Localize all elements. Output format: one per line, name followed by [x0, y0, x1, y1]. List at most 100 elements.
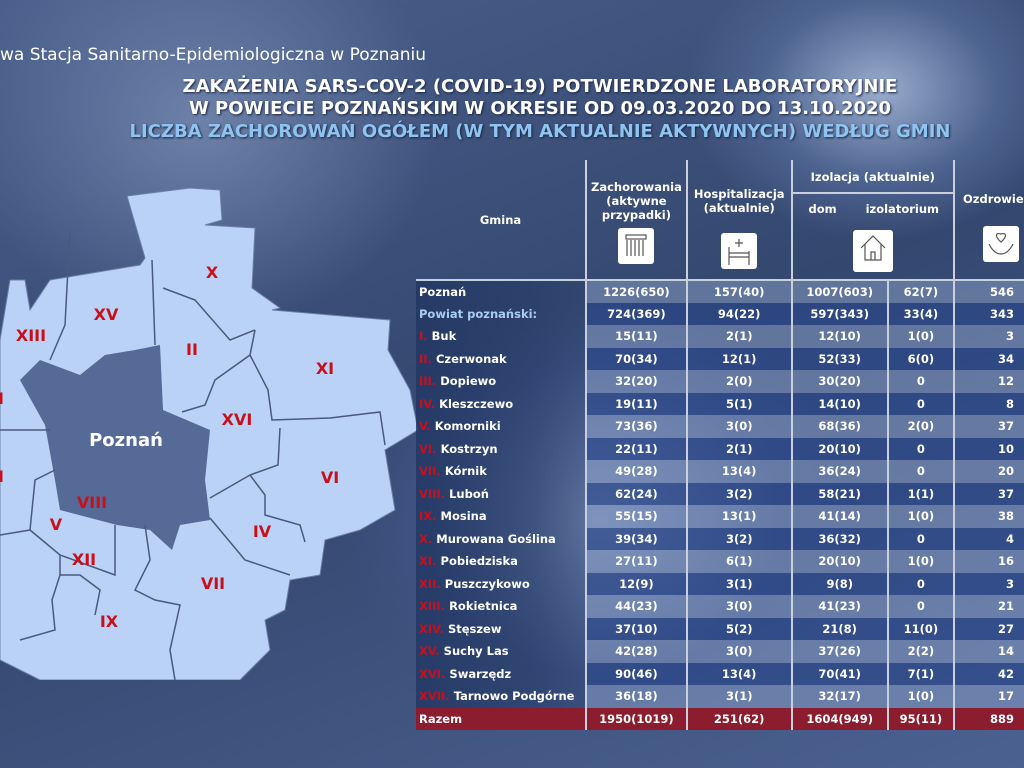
cell: 62(7) [886, 279, 954, 303]
row-name: XIV. Stęszew [416, 617, 586, 640]
roman-numeral: XIV. [419, 621, 444, 636]
cell: 37(10) [585, 617, 687, 640]
cell: 4 [953, 527, 1024, 550]
col-gmina: Gmina [479, 212, 522, 227]
cell: 13(4) [685, 662, 792, 685]
col-ozdrowiency: Ozdrowie [963, 192, 1024, 206]
cell: 6(0) [886, 347, 954, 370]
roman-numeral: VII. [419, 464, 441, 479]
cell: 1226(650) [585, 279, 687, 303]
organization-name: wa Stacja Sanitarno-Epidemiologiczna w P… [0, 45, 427, 65]
row-name: IV. Kleszczewo [416, 392, 586, 415]
cell: 2(0) [886, 415, 954, 438]
cell: 34 [953, 347, 1024, 370]
gmina-name: Mosina [440, 509, 487, 524]
cell: 37(26) [790, 640, 888, 663]
map-label: VII [201, 574, 225, 593]
col-izolatorium: izolatorium [865, 202, 939, 216]
cell: 17 [953, 685, 1024, 708]
gmina-name: Pobiedziska [440, 554, 518, 569]
roman-numeral: XIII. [419, 599, 446, 614]
cell: 3(2) [685, 482, 792, 505]
table-row: II. Czerwonak 70(34) 12(1) 52(33) 6(0) 34 [416, 347, 1024, 370]
map-label: XV [94, 305, 119, 324]
district-borders [0, 229, 386, 680]
map-label: VIII [77, 493, 107, 512]
cell: 39(34) [585, 527, 687, 550]
row-name: VI. Kostrzyn [416, 437, 586, 460]
roman-numeral: IX. [419, 509, 437, 524]
table-row: XV. Suchy Las 42(28) 3(0) 37(26) 2(2) 14 [416, 640, 1024, 663]
people-icon [618, 228, 655, 264]
table-row: XIV. Stęszew 37(10) 5(2) 21(8) 11(0) 27 [416, 617, 1024, 640]
cell: 157(40) [685, 279, 792, 303]
gmina-name: Czerwonak [435, 351, 507, 366]
cell: 27(11) [585, 550, 687, 573]
cell: 36(32) [790, 527, 888, 550]
cell: 9(8) [790, 572, 888, 595]
gmina-name: Kostrzyn [440, 441, 498, 456]
row-name: XVII. Tarnowo Podgórne [416, 685, 586, 708]
cell: 1(1) [886, 482, 954, 505]
cell: 13(1) [685, 505, 792, 528]
cell: 0 [886, 460, 954, 483]
map-label: IV [253, 522, 272, 541]
heart-hands-icon [983, 226, 1019, 262]
table-row: IX. Mosina 55(15) 13(1) 41(14) 1(0) 38 [416, 505, 1024, 528]
row-name: III. Dopiewo [416, 370, 586, 393]
table-row: VI. Kostrzyn 22(11) 2(1) 20(10) 0 10 [416, 437, 1024, 460]
row-name: Poznań [416, 279, 586, 303]
cell: 55(15) [585, 505, 687, 528]
col-izolacja: Izolacja (aktualnie) [810, 170, 935, 184]
row-name: Razem [416, 707, 586, 730]
map-label: V [50, 515, 63, 534]
cell: 3 [953, 572, 1024, 595]
cell: 0 [886, 527, 954, 550]
roman-numeral: I. [419, 329, 428, 344]
table-row: X. Murowana Goślina 39(34) 3(2) 36(32) 0 4 [416, 527, 1024, 550]
cell: 15(11) [585, 325, 687, 348]
cell: 11(0) [886, 617, 954, 640]
hospital-bed-icon [721, 233, 758, 269]
title-line-1: ZAKAŻENIA SARS-COV-2 (COVID-19) POTWIERD… [182, 76, 898, 97]
cell: 37 [953, 482, 1024, 505]
cell: 14 [953, 640, 1024, 663]
cell: 597(343) [790, 302, 888, 325]
cell: 724(369) [585, 302, 687, 325]
district-map: X XV XIII II XI XVI VI VIII V IV XII VII… [0, 187, 419, 680]
cell: 12(9) [585, 572, 687, 595]
col-dom: dom [808, 202, 837, 216]
cell: 41(14) [790, 505, 888, 528]
cell: 22(11) [585, 437, 687, 460]
gmina-name: Tarnowo Podgórne [453, 689, 575, 704]
gmina-name: Komorniki [434, 419, 501, 434]
cell: 3(0) [685, 415, 792, 438]
row-name: XVI. Swarzędz [416, 662, 586, 685]
cell: 90(46) [585, 662, 687, 685]
cell: 2(2) [886, 640, 954, 663]
table-row: III. Dopiewo 32(20) 2(0) 30(20) 0 12 [416, 370, 1024, 393]
row-name: V. Komorniki [416, 415, 586, 438]
cell: 20(10) [790, 550, 888, 573]
cell: 41(23) [790, 595, 888, 618]
cell: 21(8) [790, 617, 888, 640]
table-row: XII. Puszczykowo 12(9) 3(1) 9(8) 0 3 [416, 572, 1024, 595]
cell: 2(1) [685, 437, 792, 460]
cell: 21 [953, 595, 1024, 618]
table-row: VIII. Luboń 62(24) 3(2) 58(21) 1(1) 37 [416, 482, 1024, 505]
gmina-name: Suchy Las [443, 644, 509, 659]
gmina-name: Kleszczewo [439, 396, 514, 411]
roman-numeral: XVI. [419, 666, 446, 681]
cell: 14(10) [790, 392, 888, 415]
cell: 36(24) [790, 460, 888, 483]
cell: 1(0) [886, 325, 954, 348]
map-label-poznan: Poznań [89, 430, 163, 451]
row-name: XIII. Rokietnica [416, 595, 586, 618]
cell: 20 [953, 460, 1024, 483]
title-line-3: LICZBA ZACHOROWAŃ OGÓŁEM (W TYM AKTUALNI… [129, 121, 951, 142]
row-name: VII. Kórnik [416, 460, 586, 483]
roman-numeral: XII. [419, 576, 441, 591]
cell: 58(21) [790, 482, 888, 505]
cell: 6(1) [685, 550, 792, 573]
cell: 1950(1019) [585, 707, 687, 730]
